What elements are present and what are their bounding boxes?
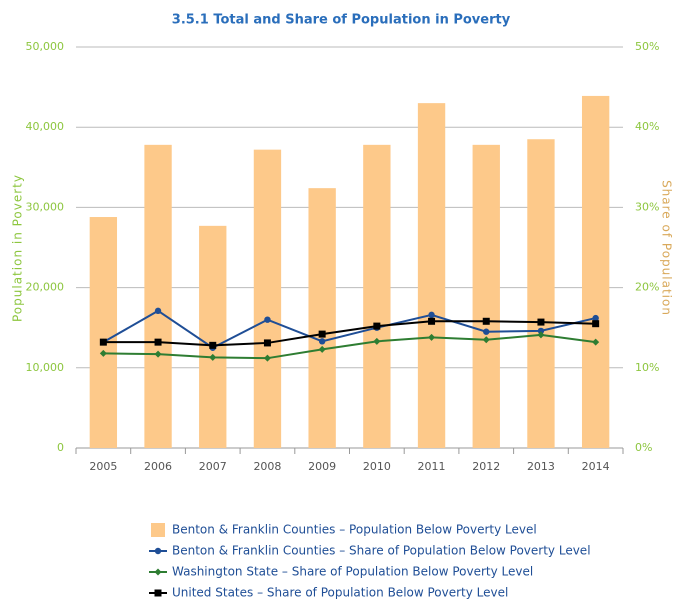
- line-marker: [318, 338, 326, 345]
- line-marker: [482, 317, 490, 325]
- bar: [253, 149, 282, 448]
- line-marker: [482, 336, 490, 344]
- y-tick-label: 10,000: [26, 361, 65, 374]
- legend-label: Benton & Franklin Counties – Share of Po…: [172, 544, 591, 558]
- line-marker: [373, 322, 381, 330]
- line-marker: [428, 317, 436, 325]
- line-marker: [373, 337, 381, 345]
- bar: [144, 144, 172, 448]
- legend-marker: [154, 589, 162, 597]
- bar: [308, 188, 336, 449]
- legend-marker: [154, 568, 162, 576]
- chart-title: 3.5.1 Total and Share of Population in P…: [172, 13, 511, 28]
- legend-swatch: [151, 523, 165, 537]
- line-marker: [154, 307, 162, 315]
- y2-tick-label: 50%: [635, 40, 659, 53]
- x-tick-label: 2008: [253, 460, 281, 473]
- line-marker: [428, 333, 436, 341]
- line-marker: [209, 353, 217, 361]
- bar: [472, 144, 500, 448]
- y2-axis-label: Share of Population: [660, 180, 674, 316]
- line-marker: [154, 338, 162, 346]
- y2-tick-label: 40%: [635, 120, 659, 133]
- line-marker: [264, 316, 271, 323]
- y-tick-label: 20,000: [26, 281, 65, 294]
- line-marker: [592, 314, 599, 322]
- y2-tick-label: 0%: [635, 441, 652, 454]
- x-tick-label: 2006: [144, 460, 172, 473]
- bar: [199, 225, 227, 448]
- line: [102, 309, 596, 349]
- x-tick-label: 2005: [89, 460, 117, 473]
- line-marker: [483, 328, 490, 335]
- legend-label: Washington State – Share of Population B…: [172, 565, 533, 579]
- y-tick-label: 0: [57, 441, 64, 454]
- line-marker: [154, 350, 162, 358]
- y2-tick-label: 20%: [635, 281, 659, 294]
- line-marker: [537, 318, 545, 326]
- legend-marker: [154, 547, 162, 555]
- x-tick-label: 2013: [527, 460, 555, 473]
- bar: [581, 95, 610, 448]
- line: [103, 320, 596, 347]
- bar: [527, 139, 555, 449]
- y-axis-label: Population in Poverty: [11, 174, 25, 322]
- line-marker: [209, 341, 217, 349]
- line-marker: [99, 338, 107, 346]
- y2-tick-label: 30%: [635, 200, 659, 213]
- line: [103, 333, 596, 360]
- line-marker: [318, 345, 326, 353]
- y-tick-label: 50,000: [26, 40, 65, 53]
- line-marker: [537, 327, 545, 335]
- bar: [417, 103, 446, 448]
- x-tick-label: 2014: [582, 460, 610, 473]
- line-marker: [99, 349, 107, 357]
- y-tick-label: 30,000: [26, 200, 65, 213]
- line-marker: [537, 331, 545, 339]
- legend-label: United States – Share of Population Belo…: [172, 586, 508, 600]
- line-marker: [263, 339, 271, 347]
- x-tick-label: 2010: [363, 460, 391, 473]
- x-tick-label: 2007: [199, 460, 227, 473]
- line-marker: [592, 338, 600, 346]
- x-tick-label: 2011: [418, 460, 446, 473]
- legend-label: Benton & Franklin Counties – Population …: [172, 523, 537, 537]
- line-marker: [263, 354, 271, 362]
- line-marker: [318, 330, 326, 338]
- y-tick-label: 40,000: [26, 120, 65, 133]
- line-marker: [592, 320, 600, 328]
- bar: [89, 217, 118, 448]
- x-tick-label: 2012: [472, 460, 500, 473]
- y2-tick-label: 10%: [635, 361, 659, 374]
- line-marker: [428, 311, 435, 319]
- x-tick-label: 2009: [308, 460, 336, 473]
- bar: [363, 144, 391, 448]
